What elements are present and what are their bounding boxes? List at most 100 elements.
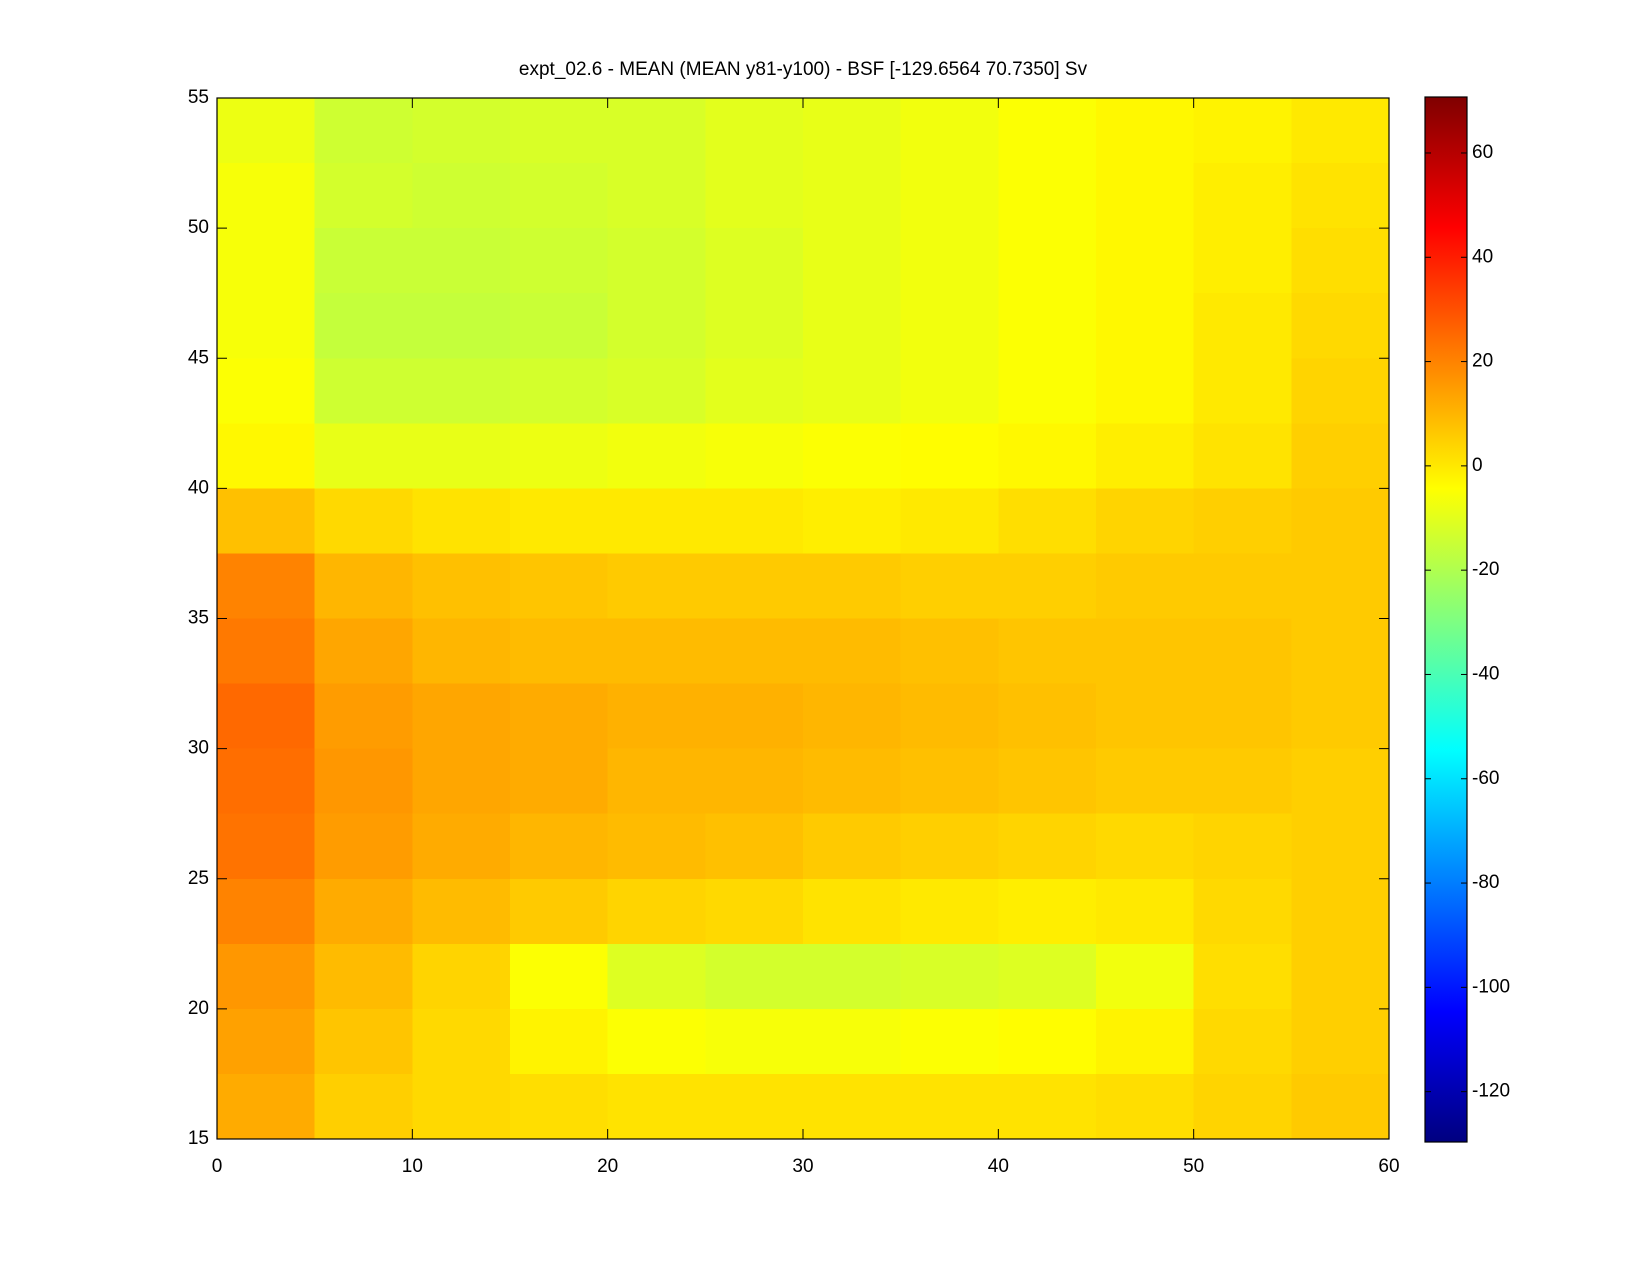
heat-cell — [1291, 618, 1390, 685]
heat-cell — [1193, 293, 1292, 359]
heat-cell — [803, 748, 902, 815]
heat-cell — [217, 1073, 316, 1140]
heat-cell — [1291, 163, 1390, 229]
colorbar-tick-label: -20 — [1472, 559, 1499, 580]
heat-cell — [1096, 358, 1195, 424]
heat-cell — [705, 163, 804, 229]
heat-cell — [1096, 683, 1195, 750]
x-tick-label: 20 — [597, 1156, 618, 1177]
heat-cell — [900, 1073, 999, 1140]
heat-cell — [900, 878, 999, 945]
heat-cell — [998, 1008, 1097, 1075]
x-tick-label: 40 — [988, 1156, 1009, 1177]
y-tick-label: 50 — [188, 217, 209, 238]
heat-cell — [607, 423, 706, 489]
heat-cell — [1096, 1073, 1195, 1140]
heat-cell — [510, 488, 609, 554]
heat-cell — [510, 618, 609, 685]
heat-cell — [1193, 1008, 1292, 1075]
heat-cell — [314, 878, 413, 945]
heat-cell — [314, 98, 413, 164]
heat-cell — [314, 358, 413, 424]
heat-cell — [1193, 683, 1292, 750]
y-tick-label: 40 — [188, 477, 209, 498]
x-tick-label: 0 — [212, 1156, 223, 1177]
heat-cell — [705, 488, 804, 554]
heat-cell — [217, 98, 316, 164]
colorbar-tick-label: 60 — [1472, 142, 1493, 163]
x-tick-label: 60 — [1378, 1156, 1399, 1177]
heat-cell — [1096, 163, 1195, 229]
heat-cell — [314, 163, 413, 229]
heat-cell — [1291, 683, 1390, 750]
heat-cell — [217, 228, 316, 294]
heat-cell — [1096, 878, 1195, 945]
heat-cell — [998, 618, 1097, 685]
heat-cell — [1193, 163, 1292, 229]
heat-cell — [412, 423, 511, 489]
heat-cell — [412, 228, 511, 294]
y-tick-label: 55 — [188, 87, 209, 108]
heat-cell — [705, 878, 804, 945]
heat-cell — [998, 553, 1097, 619]
heat-cell — [803, 1008, 902, 1075]
heat-cell — [314, 748, 413, 815]
heat-cell — [998, 293, 1097, 359]
heat-cell — [510, 748, 609, 815]
heat-cell — [705, 813, 804, 880]
heat-cell — [1096, 943, 1195, 1010]
heat-cell — [998, 943, 1097, 1010]
heat-cell — [1291, 1008, 1390, 1075]
heat-cell — [1096, 228, 1195, 294]
heat-cell — [1193, 748, 1292, 815]
heat-cell — [803, 683, 902, 750]
heat-cell — [217, 683, 316, 750]
heat-cell — [412, 943, 511, 1010]
heat-cell — [1096, 618, 1195, 685]
heat-cell — [607, 943, 706, 1010]
heat-cell — [510, 228, 609, 294]
heat-cell — [803, 553, 902, 619]
heat-cell — [900, 293, 999, 359]
heat-cell — [314, 943, 413, 1010]
heat-cell — [1096, 1008, 1195, 1075]
heat-cell — [705, 358, 804, 424]
heat-cell — [998, 813, 1097, 880]
heat-cell — [1096, 748, 1195, 815]
heat-cell — [900, 423, 999, 489]
heat-cell — [803, 488, 902, 554]
heat-cell — [1193, 618, 1292, 685]
colorbar-tick-label: 40 — [1472, 246, 1493, 267]
heat-cell — [1193, 943, 1292, 1010]
heat-cell — [1096, 813, 1195, 880]
heat-cell — [314, 1008, 413, 1075]
heat-cell — [510, 1073, 609, 1140]
heat-cell — [1193, 553, 1292, 619]
heat-cell — [217, 293, 316, 359]
heat-cell — [314, 293, 413, 359]
heat-cell — [510, 163, 609, 229]
heat-cell — [803, 228, 902, 294]
heat-cell — [900, 163, 999, 229]
heat-cell — [998, 1073, 1097, 1140]
heat-cell — [510, 358, 609, 424]
heat-cell — [607, 228, 706, 294]
colorbar-tick-label: 0 — [1472, 455, 1483, 476]
heat-cell — [314, 683, 413, 750]
heat-cell — [998, 423, 1097, 489]
heat-cell — [217, 813, 316, 880]
heat-cell — [705, 748, 804, 815]
heat-cell — [705, 228, 804, 294]
heat-cell — [900, 228, 999, 294]
heat-cell — [803, 163, 902, 229]
heat-cell — [900, 358, 999, 424]
heat-cell — [607, 98, 706, 164]
heat-cell — [1096, 553, 1195, 619]
heat-cell — [1291, 423, 1390, 489]
heat-cell — [510, 293, 609, 359]
heat-cell — [412, 163, 511, 229]
heat-cell — [1096, 293, 1195, 359]
heat-cell — [900, 683, 999, 750]
